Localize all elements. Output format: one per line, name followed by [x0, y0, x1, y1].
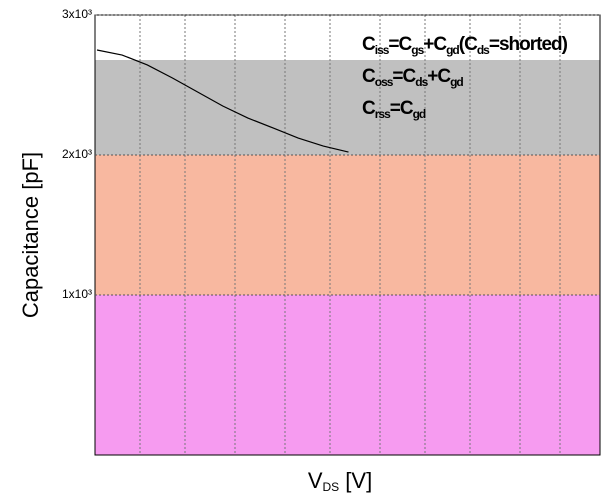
- subscript: gd: [450, 75, 463, 89]
- text-part: C: [362, 34, 376, 55]
- legend-entry: Ciss=Cgs+Cgd(Cds=shorted): [362, 34, 568, 57]
- text-part: C: [362, 98, 376, 119]
- text-part: =shorted): [489, 34, 568, 55]
- x-axis-label: VDS [V]: [308, 468, 372, 494]
- subscript: gs: [411, 43, 424, 57]
- y-tick-label: 3x10³: [62, 7, 92, 21]
- y-tick-label: 2x10³: [62, 147, 92, 161]
- legend: Ciss=Cgs+Cgd(Cds=shorted)Coss=Cds+CgdCrs…: [362, 34, 569, 121]
- text-part: =C: [392, 66, 416, 87]
- text-part: V: [308, 468, 323, 493]
- vertical-grid: [139, 15, 561, 455]
- band: [95, 295, 600, 455]
- text-part: C: [362, 66, 376, 87]
- subscript: DS: [323, 480, 340, 494]
- subscript: gd: [446, 43, 459, 57]
- subscript: gd: [413, 107, 426, 121]
- subscript: rss: [375, 107, 391, 121]
- text-part: (C: [459, 34, 478, 55]
- band: [95, 155, 600, 295]
- text-part: [V]: [339, 468, 372, 493]
- legend-entry: Coss=Cds+Cgd: [362, 66, 463, 89]
- plot-background: [95, 15, 600, 60]
- series-line: [96, 49, 349, 153]
- text-part: +C: [423, 34, 447, 55]
- text-part: +C: [427, 66, 451, 87]
- subscript: ds: [415, 75, 428, 89]
- y-tick-label: 1x10³: [62, 287, 92, 301]
- legend-entry: Crss=Cgd: [362, 98, 426, 121]
- subscript: oss: [375, 75, 394, 89]
- text-part: =C: [390, 98, 414, 119]
- subscript: iss: [375, 43, 390, 57]
- text-part: =C: [388, 34, 412, 55]
- band: [95, 60, 600, 155]
- subscript: ds: [477, 43, 490, 57]
- y-axis-label: Capacitance [pF]: [18, 152, 43, 318]
